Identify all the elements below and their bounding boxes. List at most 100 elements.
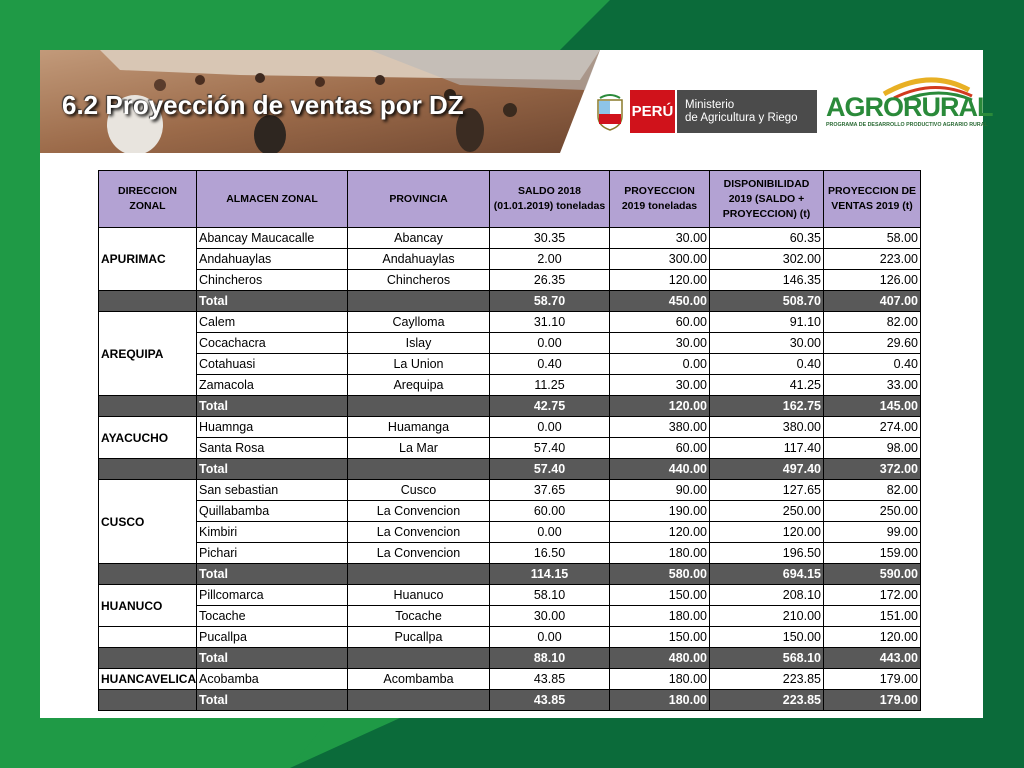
total-blank bbox=[98, 290, 197, 312]
table-row: Kimbiri La Convencion 0.00 120.00 120.00… bbox=[99, 521, 921, 543]
ventas-cell: 120.00 bbox=[823, 626, 921, 648]
disponibilidad-cell: 302.00 bbox=[709, 248, 824, 270]
ventas-cell: 82.00 bbox=[823, 311, 921, 333]
proyeccion-cell: 150.00 bbox=[609, 584, 710, 606]
total-ventas: 145.00 bbox=[823, 395, 921, 417]
agrorural-subtitle: PROGRAMA DE DESARROLLO PRODUCTIVO AGRARI… bbox=[826, 122, 988, 128]
total-proyeccion: 480.00 bbox=[609, 647, 710, 669]
ventas-cell: 29.60 bbox=[823, 332, 921, 354]
total-proyeccion: 180.00 bbox=[609, 689, 710, 711]
zona-huancavelica: HUANCAVELICA bbox=[98, 668, 197, 690]
saldo-cell: 31.10 bbox=[489, 311, 610, 333]
total-ventas: 590.00 bbox=[823, 563, 921, 585]
saldo-cell: 57.40 bbox=[489, 437, 610, 459]
almacen-cell: San sebastian bbox=[196, 479, 348, 501]
provincia-cell: Andahuaylas bbox=[347, 248, 490, 270]
total-proyeccion: 450.00 bbox=[609, 290, 710, 312]
table-header-row: DIRECCION ZONAL ALMACEN ZONAL PROVINCIA … bbox=[98, 170, 921, 228]
almacen-cell: Quillabamba bbox=[196, 500, 348, 522]
proyeccion-cell: 90.00 bbox=[609, 479, 710, 501]
provincia-cell: Acombamba bbox=[347, 668, 490, 690]
total-blank bbox=[347, 647, 490, 669]
almacen-cell: Abancay Maucacalle bbox=[196, 227, 348, 249]
saldo-cell: 43.85 bbox=[489, 668, 610, 690]
saldo-cell: 60.00 bbox=[489, 500, 610, 522]
saldo-cell: 0.00 bbox=[489, 332, 610, 354]
provincia-cell: La Mar bbox=[347, 437, 490, 459]
agrorural-logo: AGRORURAL PROGRAMA DE DESARROLLO PRODUCT… bbox=[824, 72, 993, 138]
disponibilidad-cell: 208.10 bbox=[709, 584, 824, 606]
logo-bar: PERÚ Ministerio de Agricultura y Riego A… bbox=[592, 70, 993, 140]
proyeccion-cell: 300.00 bbox=[609, 248, 710, 270]
provincia-cell: Huanuco bbox=[347, 584, 490, 606]
proyeccion-cell: 180.00 bbox=[609, 605, 710, 627]
total-label: Total bbox=[196, 689, 348, 711]
ventas-cell: 33.00 bbox=[823, 374, 921, 396]
provincia-cell: Arequipa bbox=[347, 374, 490, 396]
peru-coat-of-arms-icon bbox=[597, 94, 623, 131]
total-saldo: 43.85 bbox=[489, 689, 610, 711]
total-disponibilidad: 162.75 bbox=[709, 395, 824, 417]
provincia-cell: La Convencion bbox=[347, 521, 490, 543]
disponibilidad-cell: 91.10 bbox=[709, 311, 824, 333]
zona-ayacucho: AYACUCHO bbox=[98, 416, 197, 459]
saldo-cell: 2.00 bbox=[489, 248, 610, 270]
ministerio-line2: de Agricultura y Riego bbox=[685, 112, 798, 124]
almacen-cell: Andahuaylas bbox=[196, 248, 348, 270]
table-row: Quillabamba La Convencion 60.00 190.00 2… bbox=[99, 500, 921, 522]
almacen-cell: Santa Rosa bbox=[196, 437, 348, 459]
disponibilidad-cell: 0.40 bbox=[709, 353, 824, 375]
saldo-cell: 11.25 bbox=[489, 374, 610, 396]
ventas-cell: 223.00 bbox=[823, 248, 921, 270]
saldo-cell: 0.00 bbox=[489, 416, 610, 438]
proyeccion-cell: 380.00 bbox=[609, 416, 710, 438]
ventas-cell: 82.00 bbox=[823, 479, 921, 501]
almacen-cell: Calem bbox=[196, 311, 348, 333]
saldo-cell: 16.50 bbox=[489, 542, 610, 564]
disponibilidad-cell: 60.35 bbox=[709, 227, 824, 249]
ventas-cell: 159.00 bbox=[823, 542, 921, 564]
total-blank bbox=[98, 458, 197, 480]
ventas-cell: 126.00 bbox=[823, 269, 921, 291]
total-row: Total 43.85 180.00 223.85 179.00 bbox=[98, 689, 921, 711]
proyeccion-cell: 180.00 bbox=[609, 542, 710, 564]
total-proyeccion: 580.00 bbox=[609, 563, 710, 585]
total-row: Total 42.75 120.00 162.75 145.00 bbox=[98, 395, 921, 417]
table-row: Tocache Tocache 30.00 180.00 210.00 151.… bbox=[99, 605, 921, 627]
almacen-cell: Pichari bbox=[196, 542, 348, 564]
header-proyeccion-2019: PROYECCION 2019 toneladas bbox=[609, 170, 710, 228]
header-provincia: PROVINCIA bbox=[347, 170, 490, 228]
provincia-cell: Chincheros bbox=[347, 269, 490, 291]
saldo-cell: 0.40 bbox=[489, 353, 610, 375]
total-blank bbox=[347, 290, 490, 312]
total-label: Total bbox=[196, 395, 348, 417]
proyeccion-cell: 190.00 bbox=[609, 500, 710, 522]
total-saldo: 58.70 bbox=[489, 290, 610, 312]
ministerio-line1: Ministerio bbox=[685, 99, 735, 111]
slide-panel: 6.2 Proyección de ventas por DZ PERÚ Min… bbox=[40, 50, 993, 718]
table-row: HUANCAVELICA Acobamba Acombamba 43.85 18… bbox=[98, 668, 921, 690]
total-ventas: 372.00 bbox=[823, 458, 921, 480]
disponibilidad-cell: 146.35 bbox=[709, 269, 824, 291]
agrorural-swoosh-icon bbox=[882, 77, 973, 102]
total-blank bbox=[347, 563, 490, 585]
header-proyeccion-ventas: PROYECCION DE VENTAS 2019 (t) bbox=[823, 170, 921, 228]
almacen-cell: Huamnga bbox=[196, 416, 348, 438]
proyeccion-cell: 120.00 bbox=[609, 521, 710, 543]
table-row: Cotahuasi La Union 0.40 0.00 0.40 0.40 bbox=[99, 353, 921, 375]
total-label: Total bbox=[196, 563, 348, 585]
total-blank bbox=[98, 563, 197, 585]
sales-projection-table: DIRECCION ZONAL ALMACEN ZONAL PROVINCIA … bbox=[98, 170, 921, 711]
total-blank bbox=[98, 395, 197, 417]
total-ventas: 407.00 bbox=[823, 290, 921, 312]
total-blank bbox=[98, 689, 197, 711]
total-row: Total 58.70 450.00 508.70 407.00 bbox=[98, 290, 921, 312]
total-blank bbox=[347, 458, 490, 480]
total-label: Total bbox=[196, 458, 348, 480]
proyeccion-cell: 30.00 bbox=[609, 227, 710, 249]
saldo-cell: 26.35 bbox=[489, 269, 610, 291]
total-disponibilidad: 223.85 bbox=[709, 689, 824, 711]
disponibilidad-cell: 150.00 bbox=[709, 626, 824, 648]
total-blank bbox=[347, 689, 490, 711]
table-row: Pucallpa Pucallpa 0.00 150.00 150.00 120… bbox=[98, 626, 921, 648]
